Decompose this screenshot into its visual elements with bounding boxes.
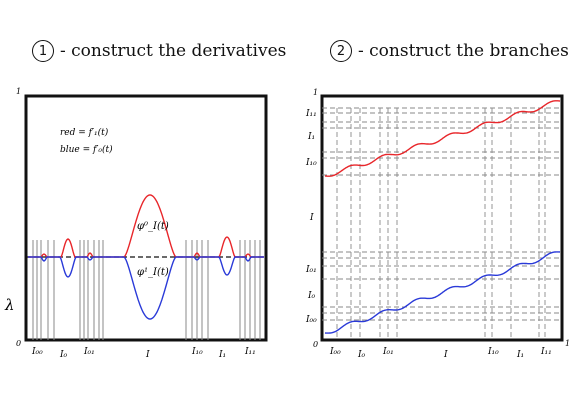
right-y-top-label: 1	[313, 88, 318, 97]
right-frame	[320, 94, 564, 342]
right-x-label-I0: I₀	[357, 350, 366, 360]
left-x-label-I10: I₁₀	[191, 347, 203, 357]
phi-red-label: φ⁰_I(t)	[137, 221, 169, 232]
right-x-labels: I₀₀ I₀ I₀₁ I I₁₀ I₁ I₁₁	[329, 347, 552, 360]
right-y-label-I01: I₀₁	[305, 265, 317, 275]
step2-number: 2	[330, 40, 352, 62]
step1-number: 1	[32, 40, 54, 62]
legend-blue: blue = f′₀(t)	[60, 144, 113, 155]
left-x-labels: I₀₀ I₀ I₀₁ I I₁₀ I₁ I₁₁	[31, 347, 256, 360]
red-derivative-curve	[28, 194, 264, 258]
lambda-axis-label: λ	[4, 296, 15, 314]
right-x-label-I11: I₁₁	[540, 347, 552, 357]
blue-branch-curve	[324, 251, 561, 334]
left-x-label-I00: I₀₀	[31, 347, 43, 357]
right-x-label-I: I	[443, 350, 448, 360]
left-x-label-I: I	[145, 350, 150, 360]
step1-heading: 1 - construct the derivatives	[32, 40, 286, 62]
left-y-top-label: 1	[16, 87, 21, 96]
blue-derivative-curve	[28, 256, 264, 320]
left-y-bottom-label: 0	[16, 339, 21, 348]
left-x-label-I11: I₁₁	[244, 347, 256, 357]
left-frame	[24, 94, 268, 342]
right-y-labels: I₁₁ I₁ I₁₀ I I₀₁ I₀ I₀₀	[305, 109, 317, 325]
branches-panel: 1 0 1 I₁₁ I₁ I₁₀ I I₀₁ I₀ I₀₀ I₀₀ I₀ I₀₁…	[305, 88, 570, 360]
right-x-label-I01: I₀₁	[382, 347, 394, 357]
right-x-right-label: 1	[565, 339, 570, 348]
right-y-label-I0: I₀	[307, 291, 316, 301]
right-guide-lines	[322, 107, 560, 340]
legend-red: red = f′₁(t)	[60, 127, 109, 138]
right-y-label-I: I	[309, 213, 314, 223]
phi-blue-label: φ¹_I(t)	[137, 267, 169, 278]
step2-heading: 2 - construct the branches	[330, 40, 569, 62]
right-x-label-I10: I₁₀	[487, 347, 499, 357]
left-x-label-I01: I₀₁	[83, 347, 95, 357]
red-branch-curve	[324, 100, 561, 177]
step1-text: - construct the derivatives	[60, 41, 287, 61]
step2-text: - construct the branches	[358, 41, 569, 61]
derivatives-panel: 1 0 λ red = f′₁(t) blue = f′₀(t) φ⁰_I(t)…	[4, 87, 268, 360]
left-guide-lines	[32, 240, 261, 340]
right-y-label-I11: I₁₁	[305, 109, 317, 119]
left-x-label-I0: I₀	[59, 350, 68, 360]
right-x-label-I1: I₁	[516, 350, 524, 360]
right-y-label-I1: I₁	[307, 132, 315, 142]
right-y-label-I10: I₁₀	[305, 158, 317, 168]
right-y-bottom-label: 0	[313, 340, 318, 349]
left-x-label-I1: I₁	[218, 350, 226, 360]
right-x-label-I00: I₀₀	[329, 347, 341, 357]
right-y-label-I00: I₀₀	[305, 315, 317, 325]
